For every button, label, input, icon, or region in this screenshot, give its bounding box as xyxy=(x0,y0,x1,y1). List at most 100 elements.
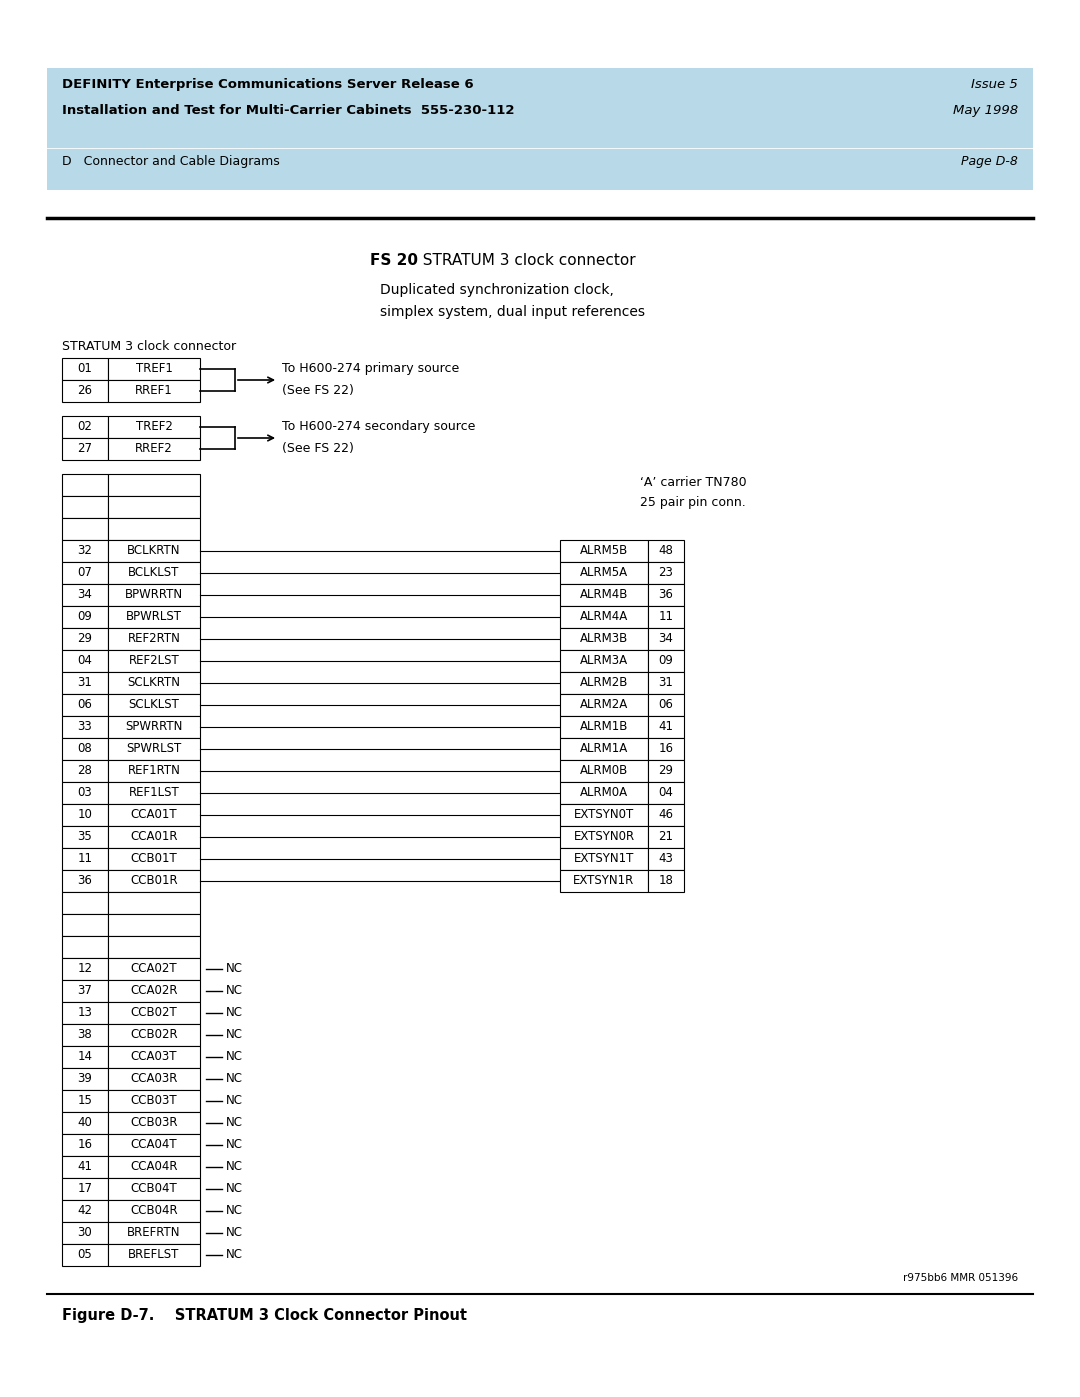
Text: RREF1: RREF1 xyxy=(135,384,173,398)
Bar xyxy=(62,1178,108,1200)
Text: NC: NC xyxy=(226,1182,243,1196)
Text: 06: 06 xyxy=(659,698,674,711)
Text: NC: NC xyxy=(226,1139,243,1151)
Bar xyxy=(648,760,684,782)
Bar xyxy=(561,672,648,694)
Text: ALRM5B: ALRM5B xyxy=(580,545,629,557)
Text: ALRM1B: ALRM1B xyxy=(580,721,629,733)
Text: 36: 36 xyxy=(659,588,674,602)
Text: Duplicated synchronization clock,: Duplicated synchronization clock, xyxy=(380,284,613,298)
Text: 34: 34 xyxy=(78,588,93,602)
Bar xyxy=(62,870,108,893)
Bar xyxy=(561,650,648,672)
Bar xyxy=(108,782,200,805)
Text: Figure D-7.    STRATUM 3 Clock Connector Pinout: Figure D-7. STRATUM 3 Clock Connector Pi… xyxy=(62,1308,467,1323)
Text: CCB01T: CCB01T xyxy=(131,852,177,866)
Text: REF1RTN: REF1RTN xyxy=(127,764,180,778)
Bar xyxy=(648,562,684,584)
Bar xyxy=(108,672,200,694)
Text: EXTSYN1R: EXTSYN1R xyxy=(573,875,635,887)
Text: 29: 29 xyxy=(78,633,93,645)
Text: STRATUM 3 clock connector: STRATUM 3 clock connector xyxy=(62,339,237,353)
Bar xyxy=(648,717,684,738)
Bar xyxy=(108,1134,200,1155)
Text: SPWRLST: SPWRLST xyxy=(126,742,181,756)
Text: ALRM0A: ALRM0A xyxy=(580,787,629,799)
Bar xyxy=(62,1067,108,1090)
Bar xyxy=(648,782,684,805)
Bar xyxy=(62,1002,108,1024)
Text: 33: 33 xyxy=(78,721,93,733)
Text: 03: 03 xyxy=(78,787,93,799)
Text: BPWRRTN: BPWRRTN xyxy=(125,588,184,602)
Bar xyxy=(561,717,648,738)
Text: 30: 30 xyxy=(78,1227,93,1239)
Text: CCA01T: CCA01T xyxy=(131,809,177,821)
Text: ALRM1A: ALRM1A xyxy=(580,742,629,756)
Text: 16: 16 xyxy=(659,742,674,756)
Text: 09: 09 xyxy=(659,655,674,668)
Bar xyxy=(108,805,200,826)
Bar xyxy=(62,826,108,848)
Bar xyxy=(648,694,684,717)
Bar xyxy=(561,541,648,562)
Bar xyxy=(62,380,108,402)
Bar xyxy=(648,826,684,848)
Bar xyxy=(62,1134,108,1155)
Bar xyxy=(561,805,648,826)
Text: 38: 38 xyxy=(78,1028,93,1042)
Text: ALRM3B: ALRM3B xyxy=(580,633,629,645)
Bar xyxy=(108,936,200,958)
Text: 36: 36 xyxy=(78,875,93,887)
Text: NC: NC xyxy=(226,985,243,997)
Bar xyxy=(108,1112,200,1134)
Bar xyxy=(62,518,108,541)
Text: EXTSYN1T: EXTSYN1T xyxy=(573,852,634,866)
Bar xyxy=(108,1090,200,1112)
Bar xyxy=(561,584,648,606)
Text: FS 20: FS 20 xyxy=(370,253,418,268)
Bar xyxy=(561,826,648,848)
Bar xyxy=(648,629,684,650)
Text: 40: 40 xyxy=(78,1116,93,1130)
Bar xyxy=(648,606,684,629)
Bar xyxy=(108,1178,200,1200)
Text: 28: 28 xyxy=(78,764,93,778)
Bar xyxy=(108,717,200,738)
Text: ALRM5A: ALRM5A xyxy=(580,567,629,580)
Bar xyxy=(62,1024,108,1046)
Text: 21: 21 xyxy=(659,830,674,844)
Bar xyxy=(648,805,684,826)
Text: 42: 42 xyxy=(78,1204,93,1218)
Text: RREF2: RREF2 xyxy=(135,443,173,455)
Text: 04: 04 xyxy=(659,787,674,799)
Text: CCB02T: CCB02T xyxy=(131,1006,177,1020)
Bar xyxy=(561,782,648,805)
Bar xyxy=(62,893,108,914)
Text: May 1998: May 1998 xyxy=(953,103,1018,117)
Bar xyxy=(62,805,108,826)
Text: 26: 26 xyxy=(78,384,93,398)
Bar xyxy=(648,541,684,562)
Bar xyxy=(62,629,108,650)
Bar xyxy=(62,738,108,760)
Bar xyxy=(648,584,684,606)
Bar xyxy=(62,914,108,936)
Text: NC: NC xyxy=(226,1073,243,1085)
Bar xyxy=(62,562,108,584)
Text: ALRM3A: ALRM3A xyxy=(580,655,629,668)
Text: 43: 43 xyxy=(659,852,674,866)
Text: 18: 18 xyxy=(659,875,674,887)
Bar xyxy=(108,439,200,460)
Bar xyxy=(62,694,108,717)
Text: NC: NC xyxy=(226,1161,243,1173)
Text: ALRM2A: ALRM2A xyxy=(580,698,629,711)
Bar xyxy=(108,1002,200,1024)
Text: CCA03T: CCA03T xyxy=(131,1051,177,1063)
Text: Page D-8: Page D-8 xyxy=(961,155,1018,168)
Bar xyxy=(108,541,200,562)
Text: CCA02T: CCA02T xyxy=(131,963,177,975)
Bar xyxy=(108,870,200,893)
Text: CCB01R: CCB01R xyxy=(131,875,178,887)
Text: BCLKRTN: BCLKRTN xyxy=(127,545,180,557)
